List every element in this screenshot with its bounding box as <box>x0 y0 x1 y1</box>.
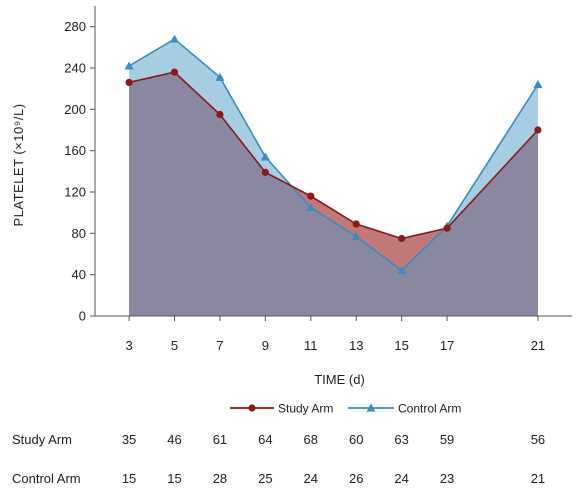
x-tick-label: 9 <box>262 338 269 353</box>
area-layer <box>129 39 538 317</box>
point-study-arm <box>398 234 406 243</box>
nar-value: 61 <box>213 432 227 447</box>
x-axis-title: TIME (d) <box>314 372 365 387</box>
y-axis-title: PLATELET (×10⁹/L) <box>11 103 26 226</box>
nar-value: 56 <box>531 432 545 447</box>
point-study-arm <box>307 192 315 200</box>
nar-value: 23 <box>440 471 454 486</box>
point-control-arm <box>215 72 225 81</box>
nar-row-label: Control Arm <box>12 471 81 486</box>
nar-value: 68 <box>304 432 318 447</box>
y-tick-label: 40 <box>72 267 86 282</box>
point-control-arm <box>306 203 316 212</box>
point-study-arm <box>125 78 133 87</box>
y-tick-label: 80 <box>72 226 86 241</box>
y-tick-label: 0 <box>79 309 86 324</box>
y-tick-label: 280 <box>64 19 86 34</box>
legend-marker-study-arm <box>248 404 256 412</box>
x-tick-label: 17 <box>440 338 454 353</box>
nar-value: 24 <box>394 471 408 486</box>
x-tick-label: 3 <box>125 338 132 353</box>
nar-value: 15 <box>167 471 181 486</box>
nar-value: 24 <box>304 471 318 486</box>
point-control-arm <box>397 266 407 275</box>
point-study-arm <box>352 220 360 228</box>
point-control-arm <box>351 231 361 241</box>
x-tick-label: 13 <box>349 338 363 353</box>
point-control-arm <box>170 34 179 43</box>
point-study-arm <box>534 126 542 134</box>
x-tick-label: 21 <box>531 338 545 353</box>
nar-value: 26 <box>349 471 363 486</box>
line-layer <box>124 34 543 275</box>
nar-value: 25 <box>258 471 272 486</box>
legend-marker-control-arm <box>366 403 376 412</box>
legend-label-control-arm: Control Arm <box>398 402 461 416</box>
point-control-arm <box>124 61 134 70</box>
point-study-arm <box>216 110 224 119</box>
nar-value: 15 <box>122 471 136 486</box>
point-control-arm <box>533 80 543 89</box>
x-tick-label: 11 <box>304 338 318 353</box>
y-tick-label: 160 <box>64 143 86 158</box>
area-overlap <box>129 72 538 316</box>
nar-row-label: Study Arm <box>12 432 72 447</box>
point-study-arm <box>170 68 179 76</box>
y-tick-label: 200 <box>64 102 86 117</box>
point-study-arm <box>443 224 451 232</box>
nar-value: 35 <box>122 432 136 447</box>
y-tick-label: 120 <box>64 185 86 200</box>
axes: 0 40 80 120 160 200 240 280 3 5 7 9 11 13 15 17 21 TIME (… <box>11 6 572 387</box>
point-study-arm <box>261 168 269 176</box>
x-tick-label: 7 <box>216 338 223 353</box>
point-control-arm <box>260 152 270 161</box>
nar-value: 59 <box>440 432 454 447</box>
nar-value: 64 <box>258 432 272 447</box>
nar-value: 60 <box>349 432 363 447</box>
nar-value: 46 <box>167 432 181 447</box>
x-tick-label: 15 <box>394 338 408 353</box>
nar-value: 63 <box>394 432 408 447</box>
legend-label-study-arm: Study Arm <box>278 402 333 416</box>
y-tick-label: 240 <box>64 61 86 76</box>
legend: Study Arm Control Arm <box>230 402 461 416</box>
nar-value: 21 <box>531 471 545 486</box>
nar-value: 28 <box>213 471 227 486</box>
number-at-risk-table: Study Arm 35 46 61 64 68 60 63 59 56 Control Arm 15… <box>12 432 545 486</box>
x-tick-label: 5 <box>171 338 178 353</box>
